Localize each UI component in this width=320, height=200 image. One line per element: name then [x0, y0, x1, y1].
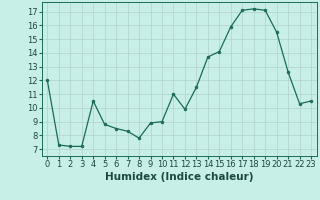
X-axis label: Humidex (Indice chaleur): Humidex (Indice chaleur)	[105, 172, 253, 182]
